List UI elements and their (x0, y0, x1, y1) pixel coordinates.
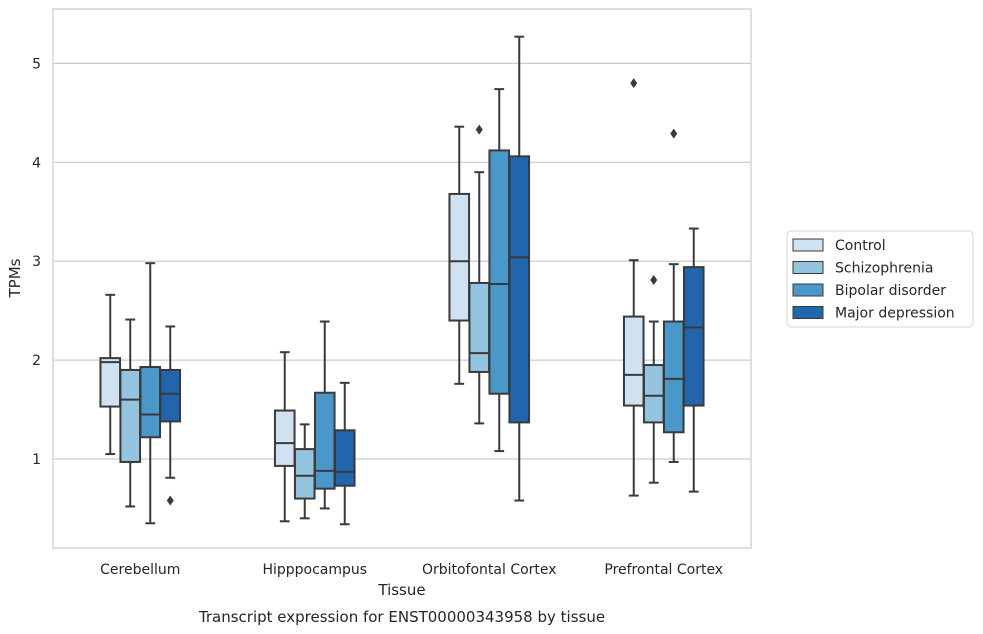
box-schizophrenia (293, 423, 316, 520)
box-body (333, 429, 356, 487)
legend-swatch (792, 283, 824, 297)
outlier-point (166, 495, 174, 506)
box-control (622, 78, 645, 497)
legend-label: Control (835, 238, 886, 254)
legend-swatch (792, 306, 824, 319)
box-body (662, 320, 685, 434)
box-body (139, 366, 162, 439)
box-body (119, 368, 142, 463)
legend: Control Schizophrenia Bipolar disorder Majo… (786, 230, 974, 328)
box-body (99, 357, 122, 408)
legend-label: Schizophrenia (835, 261, 933, 277)
box-body (293, 448, 316, 500)
x-tick-label: Prefrontal Cortex (604, 562, 723, 578)
y-axis-ticks: 1 2 3 4 5 (32, 56, 41, 468)
box-body (642, 364, 665, 424)
x-tick-label: Orbitofontal Cortex (422, 562, 557, 578)
box-schizophrenia (468, 124, 491, 425)
box-bipolar-disorder (488, 88, 511, 453)
box-body (622, 315, 645, 407)
x-axis-ticks: Cerebellum Hipppocampus Orbitofontal Corte… (100, 562, 723, 578)
box-control (273, 351, 296, 523)
x-axis-label: Tissue (377, 581, 425, 599)
box-control (99, 293, 122, 456)
outlier-point (475, 124, 483, 135)
box-body (273, 409, 296, 467)
legend-label: Bipolar disorder (835, 283, 946, 299)
legend-swatch (792, 261, 824, 274)
plot-frame (52, 8, 752, 549)
box-control (448, 125, 471, 385)
y-tick-label: 1 (32, 452, 41, 468)
box-body (488, 149, 511, 395)
box-bipolar-disorder (662, 128, 685, 463)
y-tick-label: 4 (32, 155, 41, 171)
legend-swatch (792, 238, 824, 252)
legend-label: Major depression (835, 306, 955, 322)
x-tick-label: Hipppocampus (262, 562, 367, 578)
box-schizophrenia (119, 318, 142, 508)
box-body (313, 391, 336, 490)
y-tick-label: 2 (32, 353, 41, 369)
box-major-depression (333, 381, 356, 526)
box-body (159, 368, 182, 423)
box-bipolar-disorder (139, 262, 162, 525)
box-major-depression (682, 227, 705, 493)
box-schizophrenia (642, 274, 665, 484)
box-major-depression (159, 325, 182, 506)
chart-title: Transcript expression for ENST0000034395… (198, 608, 605, 626)
legend-frame (786, 230, 974, 328)
x-tick-label: Cerebellum (100, 562, 180, 578)
outlier-point (650, 274, 658, 285)
y-tick-label: 3 (32, 254, 41, 270)
box-body (682, 266, 705, 407)
outlier-point (630, 78, 638, 89)
outlier-point (670, 128, 678, 139)
box-body (468, 281, 491, 373)
y-axis-label: TPMs (6, 258, 24, 298)
box-major-depression (508, 35, 531, 502)
y-tick-label: 5 (32, 56, 41, 72)
box-body (508, 155, 531, 424)
box-bipolar-disorder (313, 320, 336, 510)
box-body (448, 192, 471, 322)
box-plot-series (99, 35, 705, 526)
